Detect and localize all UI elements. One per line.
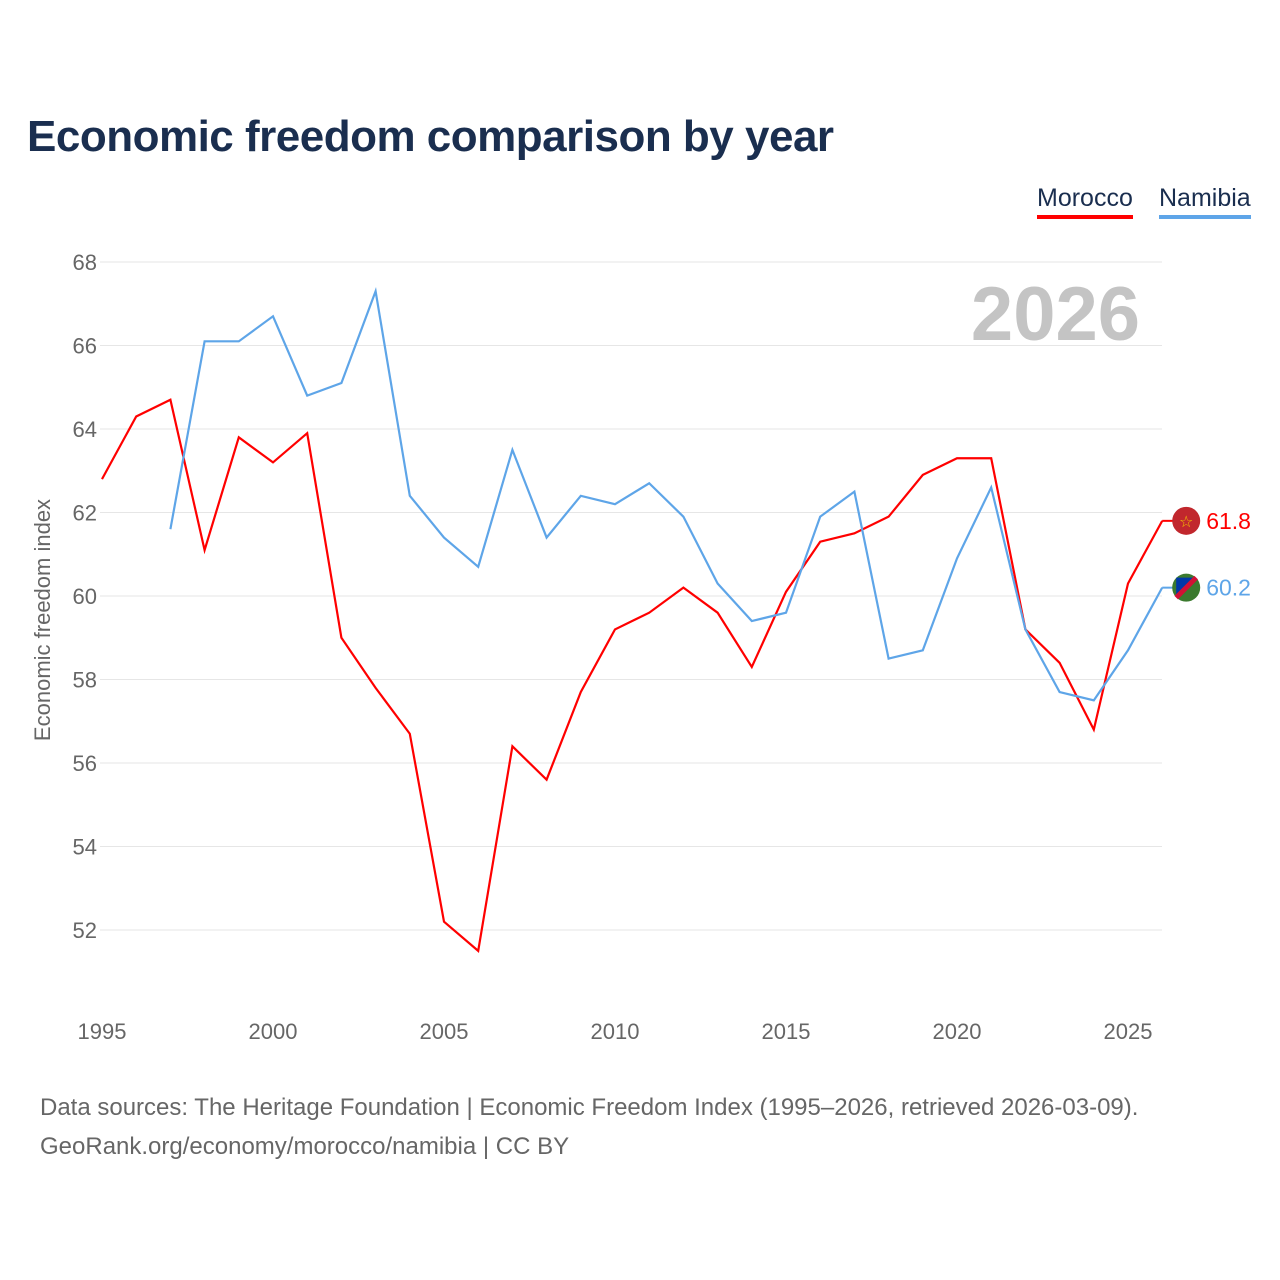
- legend-morocco[interactable]: Morocco: [1037, 184, 1133, 219]
- y-tick-label: 58: [73, 668, 97, 693]
- end-value-label: 61.8: [1206, 508, 1251, 534]
- end-value-label: 60.2: [1206, 575, 1251, 601]
- y-tick-label: 62: [73, 501, 97, 526]
- source-note: Data sources: The Heritage Foundation | …: [40, 1088, 1138, 1166]
- flag-stripe: [1174, 575, 1198, 600]
- y-tick-label: 60: [73, 584, 97, 609]
- y-tick-label: 52: [73, 918, 97, 943]
- source-line-1: Data sources: The Heritage Foundation | …: [40, 1094, 1139, 1121]
- year-watermark: 2026: [971, 272, 1140, 357]
- x-tick-label: 1995: [78, 1019, 127, 1044]
- y-tick-label: 66: [73, 334, 97, 359]
- chart-title: Economic freedom comparison by year: [27, 112, 834, 161]
- y-axis-label: Economic freedom index: [30, 499, 55, 741]
- legend-namibia[interactable]: Namibia: [1159, 184, 1251, 219]
- source-line-2[interactable]: GeoRank.org/economy/morocco/namibia | CC…: [40, 1133, 570, 1160]
- series-line-morocco: [101, 398, 1164, 953]
- x-tick-label: 2020: [933, 1019, 982, 1044]
- x-tick-label: 2000: [249, 1019, 298, 1044]
- y-tick-label: 64: [73, 417, 97, 442]
- x-tick-label: 2010: [591, 1019, 640, 1044]
- x-tick-label: 2015: [762, 1019, 811, 1044]
- y-tick-label: 68: [73, 250, 97, 275]
- y-tick-label: 56: [73, 751, 97, 776]
- x-tick-label: 2005: [420, 1019, 469, 1044]
- series-line-namibia: [169, 286, 1164, 702]
- x-tick-label: 2025: [1104, 1019, 1153, 1044]
- star-icon: ☆: [1179, 514, 1193, 531]
- flag-icon-morocco: [1172, 506, 1201, 535]
- y-tick-label: 54: [73, 835, 97, 860]
